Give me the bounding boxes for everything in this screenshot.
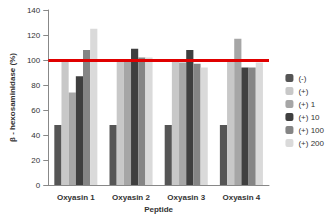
svg-text:(+) 10: (+) 10 xyxy=(298,113,320,122)
svg-text:(+) 200: (+) 200 xyxy=(298,139,324,148)
svg-text:(+) 1: (+) 1 xyxy=(298,100,315,109)
svg-text:Oxyasin 1: Oxyasin 1 xyxy=(57,193,95,202)
svg-text:(-): (-) xyxy=(298,74,306,83)
svg-text:120: 120 xyxy=(27,31,41,40)
svg-text:(+) 100: (+) 100 xyxy=(298,126,324,135)
svg-text:80: 80 xyxy=(31,81,40,90)
svg-text:(+): (+) xyxy=(298,87,308,96)
svg-text:100: 100 xyxy=(27,56,41,65)
svg-text:140: 140 xyxy=(27,6,41,15)
svg-text:0: 0 xyxy=(36,181,41,190)
svg-text:60: 60 xyxy=(31,106,40,115)
svg-text:20: 20 xyxy=(31,156,40,165)
svg-text:Oxyasin 2: Oxyasin 2 xyxy=(112,193,150,202)
svg-text:Oxyasin 3: Oxyasin 3 xyxy=(167,193,205,202)
svg-text:Oxyasin 4: Oxyasin 4 xyxy=(222,193,260,202)
svg-text:Peptide: Peptide xyxy=(144,205,173,214)
svg-text:40: 40 xyxy=(31,131,40,140)
svg-text:β - hexosaminidase (%): β - hexosaminidase (%) xyxy=(8,53,17,142)
